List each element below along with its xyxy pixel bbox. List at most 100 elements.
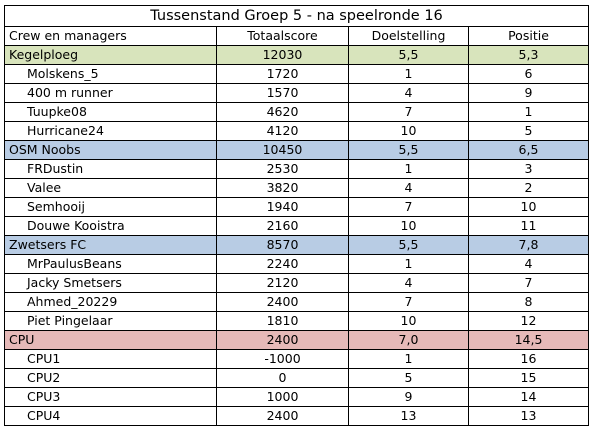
- member-total: 4120: [216, 121, 349, 141]
- member-position: 6: [468, 64, 589, 84]
- member-goal: 4: [348, 83, 469, 103]
- team-goal: 5,5: [348, 45, 469, 65]
- member-position: 12: [468, 311, 589, 331]
- team-position: 5,3: [468, 45, 589, 65]
- member-name: Douwe Kooistra: [4, 216, 217, 236]
- member-row: Douwe Kooistra 2160 10 11: [4, 216, 589, 236]
- member-goal: 13: [348, 406, 469, 426]
- member-position: 9: [468, 83, 589, 103]
- member-goal: 10: [348, 121, 469, 141]
- team-total: 12030: [216, 45, 349, 65]
- team-name: CPU: [4, 330, 217, 350]
- member-position: 10: [468, 197, 589, 217]
- member-position: 8: [468, 292, 589, 312]
- team-row: Zwetsers FC 8570 5,5 7,8: [4, 235, 589, 255]
- member-position: 13: [468, 406, 589, 426]
- member-row: CPU2 0 5 15: [4, 368, 589, 388]
- member-position: 4: [468, 254, 589, 274]
- member-goal: 10: [348, 216, 469, 236]
- member-total: 2120: [216, 273, 349, 293]
- member-total: -1000: [216, 349, 349, 369]
- member-total: 1810: [216, 311, 349, 331]
- team-total: 8570: [216, 235, 349, 255]
- member-total: 1000: [216, 387, 349, 407]
- member-name: 400 m runner: [4, 83, 217, 103]
- member-name: Hurricane24: [4, 121, 217, 141]
- member-total: 2400: [216, 406, 349, 426]
- member-name: Semhooij: [4, 197, 217, 217]
- member-name: MrPaulusBeans: [4, 254, 217, 274]
- member-total: 1940: [216, 197, 349, 217]
- team-row: CPU 2400 7,0 14,5: [4, 330, 589, 350]
- member-goal: 1: [348, 64, 469, 84]
- team-name: Kegelploeg: [4, 45, 217, 65]
- member-total: 2240: [216, 254, 349, 274]
- member-position: 1: [468, 102, 589, 122]
- member-total: 1720: [216, 64, 349, 84]
- member-row: Semhooij 1940 7 10: [4, 197, 589, 217]
- member-goal: 1: [348, 254, 469, 274]
- member-position: 15: [468, 368, 589, 388]
- member-position: 5: [468, 121, 589, 141]
- member-total: 2160: [216, 216, 349, 236]
- member-name: Jacky Smetsers: [4, 273, 217, 293]
- team-position: 7,8: [468, 235, 589, 255]
- member-name: Piet Pingelaar: [4, 311, 217, 331]
- member-position: 14: [468, 387, 589, 407]
- member-name: CPU3: [4, 387, 217, 407]
- member-row: CPU3 1000 9 14: [4, 387, 589, 407]
- member-name: FRDustin: [4, 159, 217, 179]
- member-row: Valee 3820 4 2: [4, 178, 589, 198]
- member-position: 11: [468, 216, 589, 236]
- team-goal: 5,5: [348, 235, 469, 255]
- member-row: FRDustin 2530 1 3: [4, 159, 589, 179]
- member-goal: 10: [348, 311, 469, 331]
- member-position: 2: [468, 178, 589, 198]
- member-goal: 5: [348, 368, 469, 388]
- member-name: Tuupke08: [4, 102, 217, 122]
- member-row: MrPaulusBeans 2240 1 4: [4, 254, 589, 274]
- team-row: OSM Noobs 10450 5,5 6,5: [4, 140, 589, 160]
- member-row: Ahmed_20229 2400 7 8: [4, 292, 589, 312]
- member-name: Ahmed_20229: [4, 292, 217, 312]
- header-total: Totaalscore: [216, 26, 349, 46]
- team-goal: 5,5: [348, 140, 469, 160]
- team-total: 2400: [216, 330, 349, 350]
- member-goal: 4: [348, 273, 469, 293]
- team-goal: 7,0: [348, 330, 469, 350]
- header-goal: Doelstelling: [348, 26, 469, 46]
- member-row: Molskens_5 1720 1 6: [4, 64, 589, 84]
- member-position: 7: [468, 273, 589, 293]
- team-position: 14,5: [468, 330, 589, 350]
- member-name: CPU4: [4, 406, 217, 426]
- table-title: Tussenstand Groep 5 - na speelronde 16: [4, 5, 589, 27]
- member-goal: 1: [348, 159, 469, 179]
- title-row: Tussenstand Groep 5 - na speelronde 16: [4, 5, 589, 27]
- member-total: 0: [216, 368, 349, 388]
- member-goal: 7: [348, 292, 469, 312]
- member-total: 2530: [216, 159, 349, 179]
- header-row: Crew en managers Totaalscore Doelstellin…: [4, 26, 589, 46]
- member-row: Tuupke08 4620 7 1: [4, 102, 589, 122]
- member-row: CPU4 2400 13 13: [4, 406, 589, 426]
- member-row: 400 m runner 1570 4 9: [4, 83, 589, 103]
- standings-table: Tussenstand Groep 5 - na speelronde 16 C…: [4, 5, 589, 426]
- member-position: 3: [468, 159, 589, 179]
- member-goal: 9: [348, 387, 469, 407]
- team-row: Kegelploeg 12030 5,5 5,3: [4, 45, 589, 65]
- header-crew: Crew en managers: [4, 26, 217, 46]
- member-position: 16: [468, 349, 589, 369]
- member-row: CPU1 -1000 1 16: [4, 349, 589, 369]
- member-row: Piet Pingelaar 1810 10 12: [4, 311, 589, 331]
- member-goal: 1: [348, 349, 469, 369]
- member-total: 4620: [216, 102, 349, 122]
- member-row: Jacky Smetsers 2120 4 7: [4, 273, 589, 293]
- member-total: 1570: [216, 83, 349, 103]
- member-total: 2400: [216, 292, 349, 312]
- team-name: Zwetsers FC: [4, 235, 217, 255]
- member-name: Valee: [4, 178, 217, 198]
- member-goal: 7: [348, 197, 469, 217]
- member-goal: 4: [348, 178, 469, 198]
- header-position: Positie: [468, 26, 589, 46]
- team-name: OSM Noobs: [4, 140, 217, 160]
